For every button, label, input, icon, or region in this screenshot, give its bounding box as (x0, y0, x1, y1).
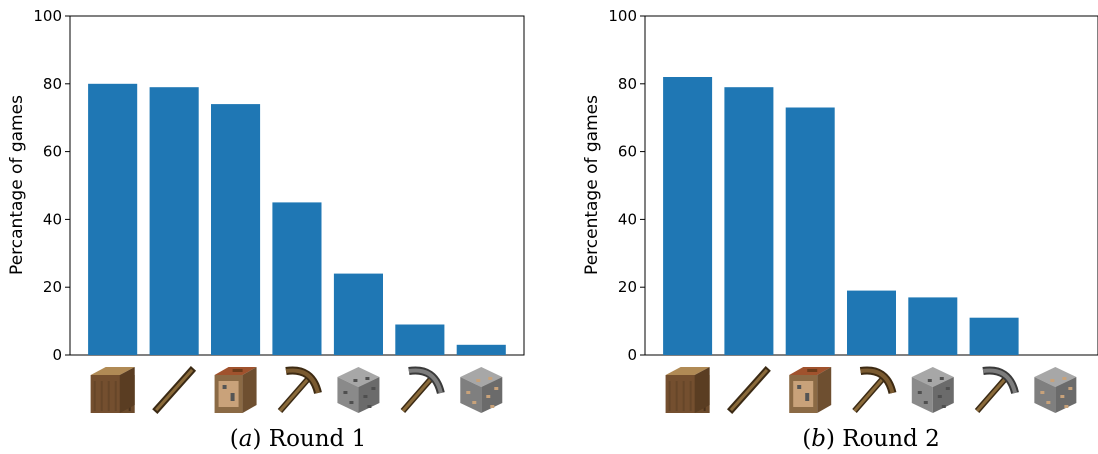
stone-pickaxe-icon (974, 366, 1019, 413)
bar-b-5 (908, 297, 958, 355)
y-axis-title-a: Percantage of games (7, 95, 27, 275)
caption-b-text: Round 2 (842, 426, 939, 452)
iron-ore-icon (460, 367, 503, 413)
stone-pickaxe-icon (400, 366, 445, 413)
y-tick-label-b-0: 0 (627, 346, 637, 364)
y-ticks-a: 0 20 40 60 80 100 (33, 7, 70, 364)
bar-b-2 (724, 87, 774, 355)
wooden-pickaxe-icon (277, 366, 322, 413)
caption-a-symbol: a (239, 426, 253, 452)
bar-a-3 (211, 104, 261, 355)
bar-b-1 (663, 77, 713, 355)
bar-b-4 (847, 290, 896, 355)
y-tick-label-a-2: 40 (43, 210, 62, 228)
iron-ore-icon (1034, 367, 1077, 413)
y-tick-label-a-4: 80 (43, 75, 62, 93)
caption-b: (b) Round 2 (802, 426, 939, 452)
cobblestone-icon (337, 367, 380, 413)
stick-icon (726, 366, 771, 414)
y-tick-label-a-1: 20 (43, 278, 62, 296)
y-tick-label-a-3: 60 (43, 143, 62, 161)
y-tick-label-b-5: 100 (608, 7, 637, 25)
wood-log-icon (90, 367, 135, 413)
bar-b-6 (969, 317, 1019, 355)
caption-a: (a) Round 1 (230, 426, 366, 452)
crafting-table-icon (214, 367, 257, 413)
wooden-pickaxe-icon (852, 366, 897, 413)
crafting-table-icon (789, 367, 832, 413)
bars-a (88, 83, 506, 356)
bar-a-7 (456, 344, 506, 355)
category-icons-a (90, 366, 503, 414)
bar-a-4 (272, 202, 322, 355)
stick-icon (152, 366, 197, 414)
caption-a-text: Round 1 (269, 426, 366, 452)
bar-a-6 (395, 324, 445, 355)
y-tick-label-b-4: 80 (618, 75, 637, 93)
y-axis-title-b: Percentage of games (582, 95, 602, 275)
bar-a-1 (88, 83, 138, 356)
bar-b-3 (785, 107, 835, 355)
bar-a-2 (149, 87, 199, 355)
y-tick-label-a-5: 100 (33, 7, 62, 25)
cobblestone-icon (911, 367, 954, 413)
y-tick-label-b-2: 40 (618, 210, 637, 228)
category-icons-b (665, 366, 1077, 414)
wood-log-icon (665, 367, 710, 413)
chart-panel-a: 0 20 40 60 80 100 Percantage of games (a) Rou… (7, 7, 525, 452)
y-tick-label-b-3: 60 (618, 143, 637, 161)
caption-b-symbol: b (811, 426, 826, 452)
bar-a-5 (333, 273, 383, 355)
y-tick-label-a-0: 0 (52, 346, 62, 364)
bars-b (663, 77, 1019, 355)
y-ticks-b: 0 20 40 60 80 100 (608, 7, 645, 364)
y-tick-label-b-1: 20 (618, 278, 637, 296)
chart-panel-b: 0 20 40 60 80 100 Percentage of games (b) Rou… (582, 7, 1098, 452)
